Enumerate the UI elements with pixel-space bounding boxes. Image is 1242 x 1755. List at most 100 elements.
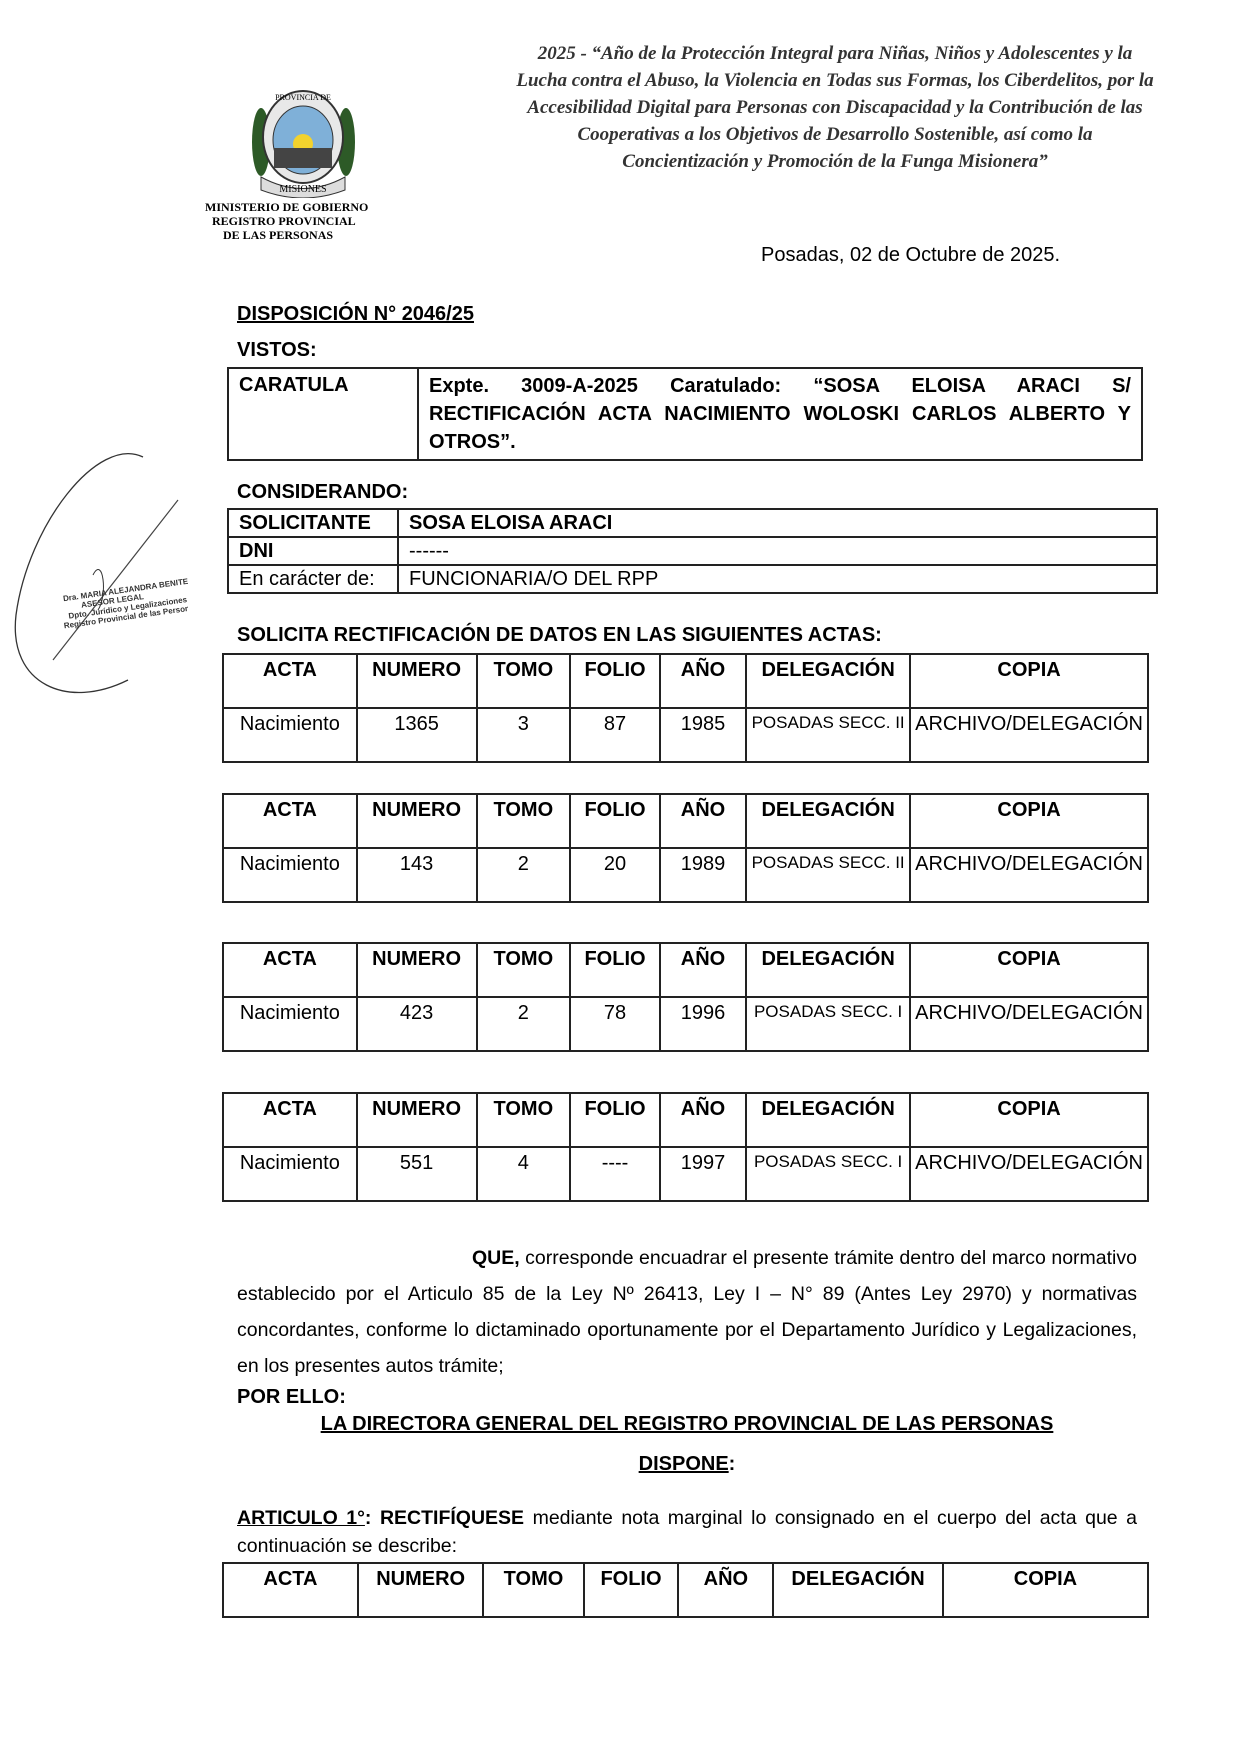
table-cell: POSADAS SECC. I: [745, 1146, 912, 1202]
column-header: COPIA: [909, 942, 1149, 998]
column-header: TOMO: [482, 1562, 585, 1618]
table-cell: 2: [475, 847, 572, 903]
table-header-row: ACTA NUMERO TOMO FOLIO AÑO DELEGACIÓN COPIA: [222, 1092, 1149, 1148]
column-header: DELEGACIÓN: [745, 1092, 912, 1148]
considerando-label: CONSIDERANDO:: [237, 481, 409, 503]
table-row: Nacimiento 551 4 ---- 1997 POSADAS SECC. I ARC…: [222, 1146, 1149, 1202]
field-label: SOLICITANTE: [227, 508, 399, 538]
field-value: FUNCIONARIA/O DEL RPP: [397, 564, 1158, 594]
table-row: Nacimiento 143 2 20 1989 POSADAS SECC. II ARCH…: [222, 847, 1149, 903]
table-cell: 143: [355, 847, 478, 903]
considerando-row: DNI ------: [227, 536, 1158, 566]
column-header: ACTA: [222, 793, 358, 849]
table-header-row: ACTA NUMERO TOMO FOLIO AÑO DELEGACIÓN COPIA: [222, 793, 1149, 849]
table-cell: Nacimiento: [222, 847, 358, 903]
solicitante-table: SOLICITANTE SOSA ELOISA ARACI DNI ------ En …: [227, 508, 1158, 594]
column-header: AÑO: [658, 653, 748, 709]
table-cell: POSADAS SECC. II: [745, 847, 912, 903]
table-cell: 551: [355, 1146, 478, 1202]
table-cell: Nacimiento: [222, 707, 358, 763]
column-header: NUMERO: [355, 793, 478, 849]
column-header: NUMERO: [355, 653, 478, 709]
acta-table: ACTA NUMERO TOMO FOLIO AÑO DELEGACIÓN COPIA Nac…: [222, 653, 1149, 763]
table-header-row: ACTA NUMERO TOMO FOLIO AÑO DELEGACIÓN COPIA: [222, 1562, 1150, 1618]
table-cell: 423: [355, 996, 478, 1052]
considerando-row: SOLICITANTE SOSA ELOISA ARACI: [227, 508, 1158, 538]
column-header: AÑO: [658, 1092, 748, 1148]
field-value: SOSA ELOISA ARACI: [397, 508, 1158, 538]
table-cell: ARCHIVO/DELEGACIÓN: [909, 996, 1149, 1052]
table-header-row: ACTA NUMERO TOMO FOLIO AÑO DELEGACIÓN COPIA: [222, 653, 1149, 709]
column-header: TOMO: [475, 793, 572, 849]
articulo-1: ARTICULO 1°: RECTIFÍQUESE mediante nota …: [237, 1507, 1138, 1557]
column-header: ACTA: [222, 1562, 359, 1618]
table-cell: 2: [475, 996, 572, 1052]
table-cell: POSADAS SECC. I: [745, 996, 912, 1052]
field-label: En carácter de:: [227, 564, 399, 594]
articulo-acta-table: ACTA NUMERO TOMO FOLIO AÑO DELEGACIÓN COPIA: [222, 1562, 1150, 1618]
column-header: FOLIO: [569, 942, 661, 998]
column-header: ACTA: [222, 1092, 358, 1148]
por-ello: POR ELLO:: [237, 1386, 346, 1408]
column-header: ACTA: [222, 942, 358, 998]
acta-table: ACTA NUMERO TOMO FOLIO AÑO DELEGACIÓN COPIA Nac…: [222, 793, 1149, 903]
vistos-label: VISTOS:: [237, 339, 317, 361]
caratula-value: Expte. 3009-A-2025 Caratulado: “SOSA ELO…: [417, 367, 1143, 461]
column-header: DELEGACIÓN: [745, 942, 912, 998]
column-header: NUMERO: [355, 1092, 478, 1148]
field-value: ------: [397, 536, 1158, 566]
acta-table: ACTA NUMERO TOMO FOLIO AÑO DELEGACIÓN COPIA Nac…: [222, 942, 1149, 1052]
column-header: COPIA: [941, 1562, 1150, 1618]
table-cell: 20: [569, 847, 661, 903]
column-header: DELEGACIÓN: [745, 793, 912, 849]
column-header: DELEGACIÓN: [772, 1562, 944, 1618]
ministry-heading: MINISTERIO DE GOBIERNO REGISTRO PROVINCIA…: [205, 200, 369, 242]
caratula-label: CARATULA: [227, 367, 419, 461]
table-cell: ARCHIVO/DELEGACIÓN: [909, 1146, 1149, 1202]
table-cell: Nacimiento: [222, 996, 358, 1052]
table-cell: 78: [569, 996, 661, 1052]
que-paragraph: QUE, corresponde encuadrar el presente t…: [237, 1247, 1137, 1377]
dispone-heading: DISPONE: [638, 1453, 729, 1475]
table-cell: 87: [569, 707, 661, 763]
table-cell: POSADAS SECC. II: [745, 707, 912, 763]
column-header: AÑO: [658, 793, 748, 849]
field-label: DNI: [227, 536, 399, 566]
column-header: FOLIO: [582, 1562, 680, 1618]
column-header: TOMO: [475, 653, 572, 709]
column-header: TOMO: [475, 942, 572, 998]
column-header: NUMERO: [356, 1562, 485, 1618]
caratula-table: CARATULA Expte. 3009-A-2025 Caratulado: …: [227, 367, 1143, 461]
table-cell: 1997: [658, 1146, 748, 1202]
column-header: TOMO: [475, 1092, 572, 1148]
province-seal-logo: PROVINCIA DE MISIONES: [252, 90, 355, 198]
column-header: COPIA: [909, 1092, 1149, 1148]
table-cell: ----: [569, 1146, 661, 1202]
column-header: COPIA: [909, 653, 1149, 709]
acta-table: ACTA NUMERO TOMO FOLIO AÑO DELEGACIÓN COPIA Nac…: [222, 1092, 1149, 1202]
column-header: ACTA: [222, 653, 358, 709]
svg-text:MISIONES: MISIONES: [279, 184, 326, 195]
table-row: Nacimiento 423 2 78 1996 POSADAS SECC. I ARCHI…: [222, 996, 1149, 1052]
svg-text:PROVINCIA DE: PROVINCIA DE: [275, 93, 331, 102]
table-cell: 3: [475, 707, 572, 763]
considerando-row: En carácter de: FUNCIONARIA/O DEL RPP: [227, 564, 1158, 594]
table-cell: 1996: [658, 996, 748, 1052]
table-cell: 1985: [658, 707, 748, 763]
column-header: AÑO: [658, 942, 748, 998]
solicita-heading: SOLICITA RECTIFICACIÓN DE DATOS EN LAS S…: [237, 624, 882, 646]
column-header: COPIA: [909, 793, 1149, 849]
year-motto: 2025 - “Año de la Protección Integral pa…: [516, 43, 1154, 172]
directora-heading: LA DIRECTORA GENERAL DEL REGISTRO PROVIN…: [320, 1413, 1054, 1435]
column-header: NUMERO: [355, 942, 478, 998]
table-cell: Nacimiento: [222, 1146, 358, 1202]
date-line: Posadas, 02 de Octubre de 2025.: [761, 244, 1061, 266]
column-header: AÑO: [677, 1562, 775, 1618]
column-header: FOLIO: [569, 1092, 661, 1148]
disposicion-number: DISPOSICIÓN N° 2046/25: [237, 303, 474, 325]
column-header: FOLIO: [569, 653, 661, 709]
table-cell: ARCHIVO/DELEGACIÓN: [909, 847, 1149, 903]
table-row: Nacimiento 1365 3 87 1985 POSADAS SECC. II ARC…: [222, 707, 1149, 763]
